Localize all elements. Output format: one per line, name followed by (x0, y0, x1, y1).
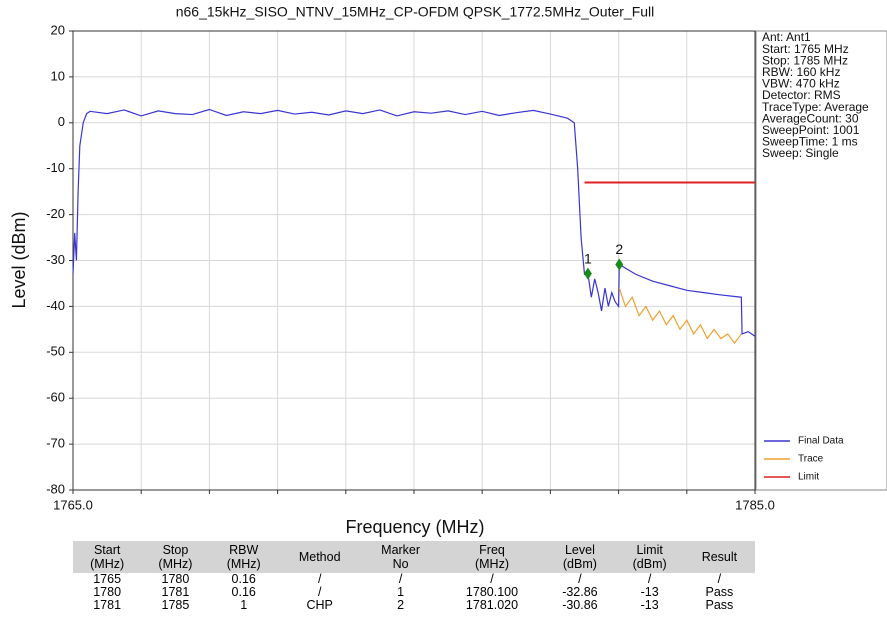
header-cell: Start (MHz) (73, 541, 142, 573)
info-line: Start: 1765 MHz (762, 42, 849, 56)
info-line: SweepTime: 1 ms (762, 135, 858, 149)
x-axis-label: Frequency (MHz) (345, 517, 484, 537)
series-line (618, 287, 742, 345)
info-line: TraceType: Average (762, 100, 869, 114)
header-cell: RBW (MHz) (209, 541, 278, 573)
header-line: Marker (381, 543, 421, 557)
cell: / (717, 572, 722, 586)
chart-title: n66_15kHz_SISO_NTNV_15MHz_CP-OFDM QPSK_1… (176, 4, 655, 20)
cell: 1781 (161, 585, 190, 599)
header-line: Stop (162, 543, 189, 557)
cell: 1765 (93, 572, 122, 586)
header-cell: Freq (MHz) (439, 541, 545, 573)
chart: n66_15kHz_SISO_NTNV_15MHz_CP-OFDM QPSK_1… (9, 4, 887, 537)
info-line: AverageCount: 30 (762, 111, 859, 125)
info-line: VBW: 470 kHz (762, 77, 840, 91)
y-tick-label: 10 (51, 68, 65, 83)
info-line: Sweep: Single (762, 146, 839, 160)
info-line: Ant: Ant1 (762, 30, 811, 44)
cell: -13 (640, 598, 659, 612)
cell: Pass (705, 598, 734, 612)
y-tick-label: 20 (51, 22, 65, 37)
marker (615, 258, 624, 271)
header-line: RBW (229, 543, 259, 557)
y-tick-label: -30 (46, 252, 65, 267)
cell: 1 (397, 585, 405, 599)
marker (583, 267, 592, 280)
header-line: Start (93, 543, 121, 557)
y-tick-label: -80 (46, 481, 65, 496)
header-line: No (392, 557, 409, 571)
result-table: Start (MHz) Stop (MHz) RBW (MHz) Method Marker N… (73, 541, 755, 612)
cell: -32.86 (562, 585, 598, 599)
row: Start (MHz) Stop (MHz) RBW (MHz) Method Marker N… (73, 541, 755, 573)
row: 1765 1780 0.16 / / / / / / (73, 573, 755, 586)
info-line: RBW: 160 kHz (762, 65, 840, 79)
cell: / (317, 585, 322, 599)
x-tick-label: 1765.0 (53, 497, 93, 512)
marker-label: 1 (584, 250, 592, 266)
header-cell: Method (277, 541, 362, 573)
cell: / (490, 572, 494, 586)
header-line: (dBm) (562, 557, 597, 571)
header-cell: Limit (dBm) (615, 541, 684, 573)
info-line: SweepPoint: 1001 (762, 123, 860, 137)
cell: / (647, 572, 652, 586)
cell: / (398, 572, 403, 586)
y-tick-label: -10 (46, 160, 65, 175)
cell: CHP (306, 598, 333, 612)
cell: 0.16 (231, 585, 256, 599)
header-cell: Result (683, 541, 755, 573)
legend-label: Trace (798, 454, 824, 465)
header-line: Method (298, 550, 341, 564)
cell: Pass (705, 585, 734, 599)
header-cell: Stop (MHz) (141, 541, 210, 573)
info-box (755, 30, 887, 491)
cell: 1785 (161, 598, 190, 612)
header-cell: Marker No (361, 541, 440, 573)
cell: 0.16 (231, 572, 256, 586)
info-line: Stop: 1785 MHz (762, 53, 848, 67)
header-cell: Level (dBm) (544, 541, 616, 573)
y-tick-label: -60 (46, 390, 65, 405)
info-line: Detector: RMS (762, 88, 841, 102)
header-line: (MHz) (226, 557, 261, 571)
y-tick-label: -70 (46, 436, 65, 451)
cell: 1 (240, 598, 248, 612)
y-tick-label: -20 (46, 206, 65, 221)
legend-label: Final Data (798, 436, 844, 447)
header-line: (dBm) (632, 557, 667, 571)
header-line: Freq (479, 543, 505, 557)
cell: / (578, 572, 582, 586)
header-line: Result (701, 550, 738, 564)
row: 1781 1785 1 CHP 2 1781.020 -30.86 -13 Pass (73, 599, 755, 612)
y-tick-label: -40 (46, 298, 65, 313)
y-axis-label: Level (dBm) (9, 211, 29, 308)
cell: 1781 (93, 598, 122, 612)
cell: -13 (640, 585, 659, 599)
cell: 1781.020 (465, 598, 519, 612)
cell: 1780 (161, 572, 190, 586)
header-line: Level (564, 543, 595, 557)
cell: 1780 (93, 585, 122, 599)
cell: 1780.100 (465, 585, 519, 599)
legend-label: Limit (798, 472, 819, 483)
x-tick-label: 1785.0 (735, 497, 775, 512)
header-line: Limit (636, 543, 663, 557)
row: 1780 1781 0.16 / 1 1780.100 -32.86 -13 Pass (73, 586, 755, 599)
marker-label: 2 (615, 241, 623, 257)
header-line: (MHz) (474, 557, 509, 571)
cell: / (317, 572, 322, 586)
y-tick-label: 0 (58, 114, 65, 129)
y-tick-label: -50 (46, 344, 65, 359)
header-line: (MHz) (158, 557, 193, 571)
cell: 2 (397, 598, 405, 612)
cell: -30.86 (562, 598, 598, 612)
header-line: (MHz) (90, 557, 125, 571)
